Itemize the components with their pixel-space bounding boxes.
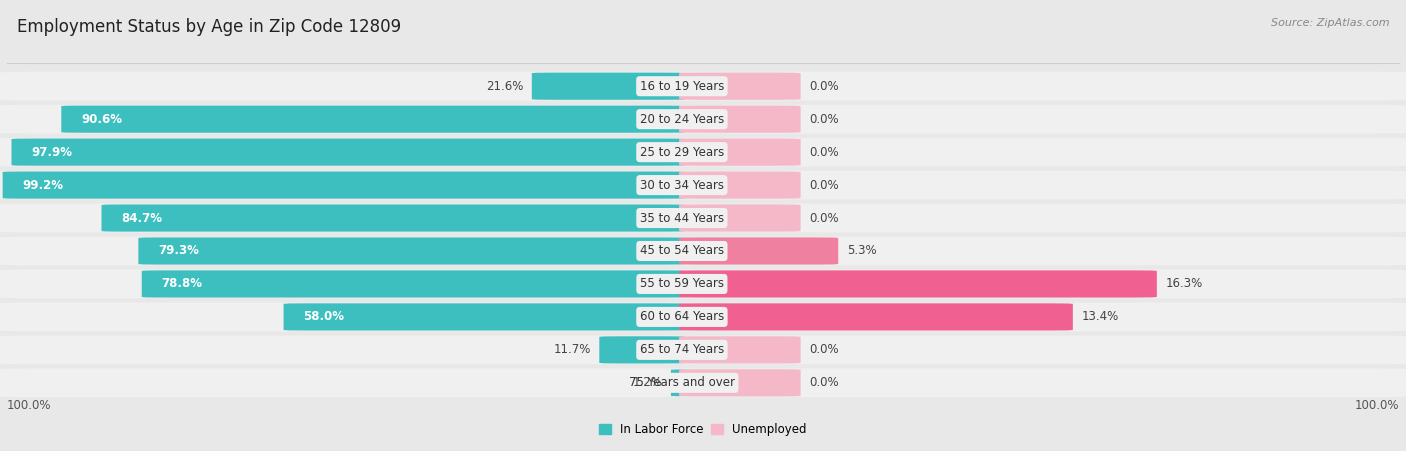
- Text: 13.4%: 13.4%: [1081, 310, 1119, 323]
- FancyBboxPatch shape: [679, 171, 800, 198]
- Text: 65 to 74 Years: 65 to 74 Years: [640, 343, 724, 356]
- Text: 58.0%: 58.0%: [304, 310, 344, 323]
- Text: 0.0%: 0.0%: [808, 179, 838, 192]
- FancyBboxPatch shape: [3, 171, 685, 198]
- FancyBboxPatch shape: [62, 106, 685, 133]
- Text: 16.3%: 16.3%: [1166, 277, 1202, 290]
- Text: 60 to 64 Years: 60 to 64 Years: [640, 310, 724, 323]
- Text: 21.6%: 21.6%: [486, 80, 523, 93]
- FancyBboxPatch shape: [0, 368, 1406, 397]
- FancyBboxPatch shape: [284, 304, 685, 331]
- FancyBboxPatch shape: [679, 73, 800, 100]
- Text: 5.3%: 5.3%: [846, 244, 876, 258]
- Text: 79.3%: 79.3%: [157, 244, 198, 258]
- FancyBboxPatch shape: [0, 138, 1406, 166]
- Text: 16 to 19 Years: 16 to 19 Years: [640, 80, 724, 93]
- Text: 99.2%: 99.2%: [22, 179, 63, 192]
- Text: 84.7%: 84.7%: [121, 212, 162, 225]
- FancyBboxPatch shape: [679, 336, 800, 364]
- FancyBboxPatch shape: [0, 171, 1406, 199]
- FancyBboxPatch shape: [0, 270, 1406, 298]
- Text: 0.0%: 0.0%: [808, 212, 838, 225]
- Text: 1.2%: 1.2%: [633, 376, 662, 389]
- Text: 0.0%: 0.0%: [808, 146, 838, 159]
- Text: 0.0%: 0.0%: [808, 343, 838, 356]
- FancyBboxPatch shape: [531, 73, 685, 100]
- FancyBboxPatch shape: [0, 204, 1406, 232]
- FancyBboxPatch shape: [0, 237, 1406, 265]
- Text: 35 to 44 Years: 35 to 44 Years: [640, 212, 724, 225]
- Legend: In Labor Force, Unemployed: In Labor Force, Unemployed: [595, 419, 811, 441]
- FancyBboxPatch shape: [679, 204, 800, 232]
- Text: 11.7%: 11.7%: [554, 343, 591, 356]
- FancyBboxPatch shape: [138, 237, 685, 265]
- Text: 90.6%: 90.6%: [82, 113, 122, 126]
- FancyBboxPatch shape: [679, 106, 800, 133]
- Text: 55 to 59 Years: 55 to 59 Years: [640, 277, 724, 290]
- Text: 25 to 29 Years: 25 to 29 Years: [640, 146, 724, 159]
- Text: Employment Status by Age in Zip Code 12809: Employment Status by Age in Zip Code 128…: [17, 18, 401, 36]
- FancyBboxPatch shape: [0, 303, 1406, 331]
- FancyBboxPatch shape: [679, 271, 1157, 298]
- FancyBboxPatch shape: [0, 105, 1406, 133]
- FancyBboxPatch shape: [679, 304, 1073, 331]
- FancyBboxPatch shape: [599, 336, 685, 364]
- FancyBboxPatch shape: [0, 72, 1406, 101]
- Text: 100.0%: 100.0%: [7, 399, 52, 412]
- Text: 0.0%: 0.0%: [808, 113, 838, 126]
- Text: 20 to 24 Years: 20 to 24 Years: [640, 113, 724, 126]
- Text: 100.0%: 100.0%: [1354, 399, 1399, 412]
- Text: 0.0%: 0.0%: [808, 80, 838, 93]
- Text: 78.8%: 78.8%: [162, 277, 202, 290]
- Text: 97.9%: 97.9%: [31, 146, 72, 159]
- FancyBboxPatch shape: [142, 271, 685, 298]
- Text: 0.0%: 0.0%: [808, 376, 838, 389]
- FancyBboxPatch shape: [11, 138, 685, 166]
- Text: 30 to 34 Years: 30 to 34 Years: [640, 179, 724, 192]
- FancyBboxPatch shape: [679, 237, 838, 265]
- FancyBboxPatch shape: [101, 204, 685, 232]
- FancyBboxPatch shape: [0, 336, 1406, 364]
- Text: 45 to 54 Years: 45 to 54 Years: [640, 244, 724, 258]
- Text: 75 Years and over: 75 Years and over: [628, 376, 735, 389]
- FancyBboxPatch shape: [664, 369, 692, 396]
- Text: Source: ZipAtlas.com: Source: ZipAtlas.com: [1271, 18, 1389, 28]
- FancyBboxPatch shape: [679, 369, 800, 396]
- FancyBboxPatch shape: [679, 138, 800, 166]
